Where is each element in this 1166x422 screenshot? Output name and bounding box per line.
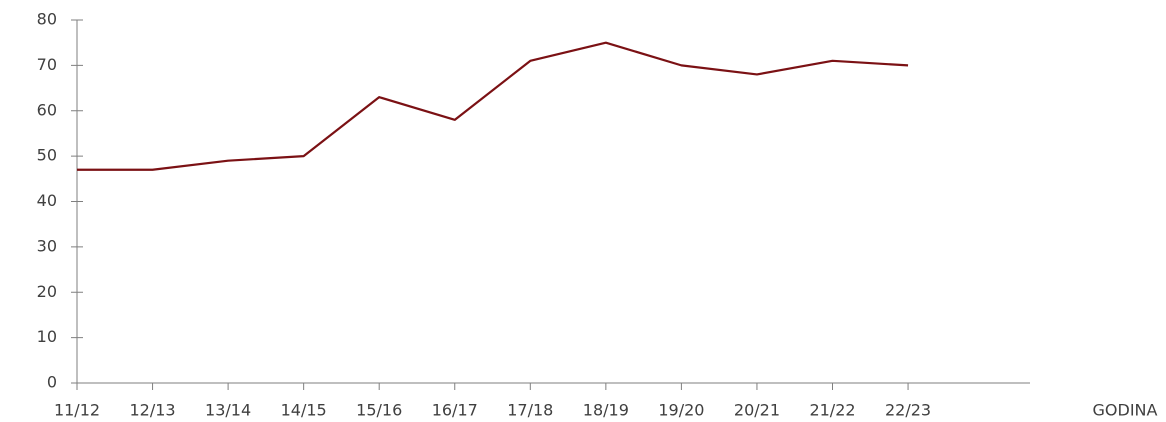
y-tick-label: 30 bbox=[37, 236, 57, 255]
x-tick-label: 13/14 bbox=[205, 401, 251, 420]
y-tick-label: 0 bbox=[47, 373, 57, 392]
y-tick-label: 40 bbox=[37, 191, 57, 210]
x-tick-label: 15/16 bbox=[356, 401, 402, 420]
y-tick-label: 60 bbox=[37, 100, 57, 119]
y-tick-label: 20 bbox=[37, 282, 57, 301]
x-tick-label: 21/22 bbox=[809, 401, 855, 420]
y-tick-label: 80 bbox=[37, 10, 57, 29]
line-series bbox=[77, 41, 909, 171]
x-tick-label: 19/20 bbox=[658, 401, 704, 420]
x-tick-label: 14/15 bbox=[281, 401, 327, 420]
y-tick-label: 50 bbox=[37, 146, 57, 165]
x-tick-label: 16/17 bbox=[432, 401, 478, 420]
x-tick-label: 22/23 bbox=[885, 401, 931, 420]
x-tick-label: 12/13 bbox=[129, 401, 175, 420]
x-tick-label: 11/12 bbox=[54, 401, 100, 420]
x-axis-label: GODINA bbox=[1093, 401, 1158, 420]
x-tick-label: 17/18 bbox=[507, 401, 553, 420]
y-tick-label: 70 bbox=[37, 55, 57, 74]
x-tick-label: 18/19 bbox=[583, 401, 629, 420]
x-tick-label: 20/21 bbox=[734, 401, 780, 420]
y-tick-label: 10 bbox=[37, 327, 57, 346]
